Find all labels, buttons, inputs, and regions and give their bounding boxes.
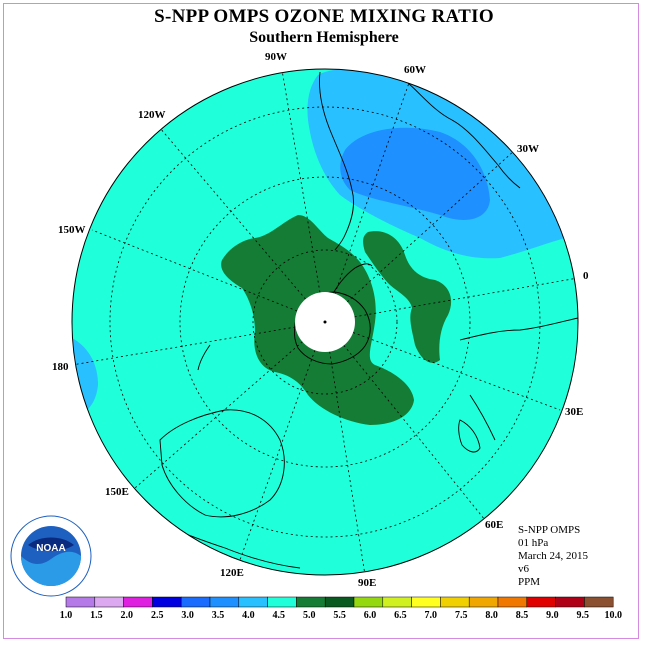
meridians <box>72 69 578 575</box>
lon-label-120w: 120W <box>138 109 166 121</box>
color-bar-swatch <box>296 596 326 608</box>
lon-label-30e: 30E <box>565 406 583 418</box>
color-bar-swatch <box>411 596 441 608</box>
lon-label-90e: 90E <box>358 577 376 589</box>
color-bar-swatch <box>584 596 614 608</box>
region-mid-blue <box>340 127 490 220</box>
lon-label-90w: 90W <box>265 51 287 63</box>
color-bar-swatch <box>324 596 355 608</box>
lon-label-60e: 60E <box>485 519 503 531</box>
color-bar-swatch <box>382 596 412 608</box>
color-bar-swatch <box>65 596 96 608</box>
color-bar-tick-label: 6.0 <box>364 610 377 621</box>
color-bar-swatch <box>468 596 499 608</box>
color-bar-tick-label: 9.5 <box>577 610 590 621</box>
region-dark-green-east <box>363 231 452 363</box>
color-bar-swatch <box>152 596 182 608</box>
map-border <box>71 68 579 576</box>
lon-label-180: 180 <box>52 361 69 373</box>
color-bar-swatch <box>497 596 528 608</box>
color-bar-tick-label: 8.5 <box>516 610 529 621</box>
info-level: 01 hPa <box>518 537 549 549</box>
color-bar-swatch <box>555 596 585 608</box>
color-bar-swatch <box>353 596 384 608</box>
color-bar-tick-label: 5.5 <box>333 610 346 621</box>
color-bar-tick-label: 7.5 <box>455 610 468 621</box>
color-bar-swatch <box>180 596 211 608</box>
color-bar-swatch <box>209 596 240 608</box>
latitude-circles <box>109 106 541 538</box>
color-bar-swatch <box>526 596 556 608</box>
info-instrument: S-NPP OMPS <box>518 524 581 536</box>
color-bar: 1.0 1.5 2.0 2.5 3.0 3.5 4.0 4.5 5.0 5.5 6.0 6.5 7.0 7… <box>60 596 622 621</box>
info-date: March 24, 2015 <box>518 550 588 562</box>
logo-text: NOAA <box>36 543 65 554</box>
noaa-logo: NOAA <box>10 515 92 597</box>
color-bar-tick-label: 2.5 <box>151 610 164 621</box>
color-bar-tick-label: 3.0 <box>181 610 194 621</box>
color-bar-tick-label: 5.0 <box>303 610 316 621</box>
lon-label-30w: 30W <box>517 143 539 155</box>
color-bar-tick-label: 1.5 <box>90 610 103 621</box>
color-bar-swatch <box>94 596 124 608</box>
color-bar-tick-label: 10.0 <box>604 610 622 621</box>
info-version: v6 <box>518 563 529 575</box>
map-subtitle: Southern Hemisphere <box>249 29 399 46</box>
color-bar-tick-label: 3.5 <box>212 610 225 621</box>
lon-label-0: 0 <box>583 270 589 282</box>
color-bar-tick-label: 2.0 <box>121 610 134 621</box>
info-units: PPM <box>518 576 541 588</box>
lon-label-150w: 150W <box>58 224 86 236</box>
figure-frame <box>3 3 639 639</box>
south-pole-marker <box>323 320 327 324</box>
color-bar-tick-label: 4.5 <box>273 610 286 621</box>
color-bar-tick-label: 7.0 <box>425 610 438 621</box>
lon-label-60w: 60W <box>404 64 426 76</box>
map-disc <box>72 69 578 575</box>
color-bar-swatch <box>238 596 268 608</box>
coastlines <box>149 71 578 569</box>
lon-label-120e: 120E <box>220 567 244 579</box>
color-bar-tick-label: 4.0 <box>242 610 255 621</box>
color-bar-tick-label: 1.0 <box>60 610 73 621</box>
color-bar-swatch <box>267 596 297 608</box>
color-bar-swatch <box>440 596 470 608</box>
map-title: S-NPP OMPS OZONE MIXING RATIO <box>154 6 494 27</box>
color-bar-tick-label: 8.0 <box>485 610 498 621</box>
color-bar-tick-label: 6.5 <box>394 610 407 621</box>
color-bar-tick-label: 9.0 <box>546 610 559 621</box>
color-bar-swatch <box>123 596 153 608</box>
lon-label-150e: 150E <box>105 486 129 498</box>
